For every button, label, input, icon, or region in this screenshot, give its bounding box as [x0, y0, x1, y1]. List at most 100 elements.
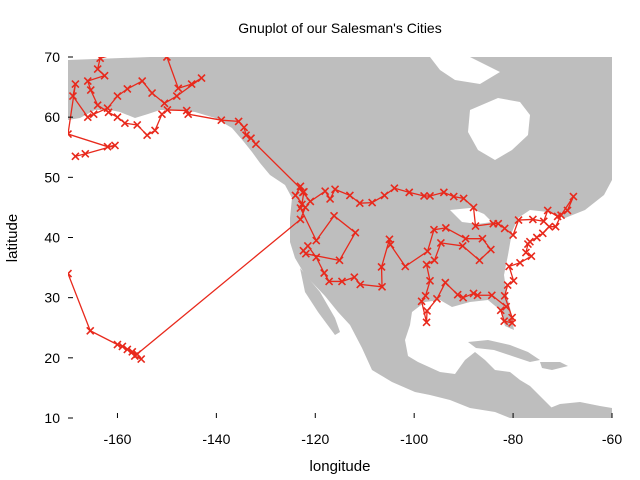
newfoundland-island	[580, 152, 612, 180]
city-point	[496, 306, 505, 315]
city-point	[297, 200, 306, 209]
city-point	[130, 46, 137, 53]
city-point	[469, 203, 478, 212]
city-point	[545, 222, 554, 231]
city-point	[486, 245, 495, 254]
city-point	[330, 185, 340, 194]
city-point	[528, 215, 537, 224]
city-point	[296, 215, 305, 224]
city-point	[187, 80, 196, 89]
city-point	[113, 92, 122, 101]
data-layer	[68, 46, 578, 364]
city-point	[441, 223, 450, 232]
city-point	[423, 247, 432, 256]
city-point	[475, 256, 484, 265]
city-point	[174, 84, 183, 93]
x-tick-label: -120	[301, 431, 329, 447]
city-point	[86, 86, 95, 95]
city-point	[500, 317, 509, 326]
city-point	[350, 273, 359, 282]
city-point	[103, 142, 112, 151]
city-point	[538, 229, 547, 238]
city-point	[487, 291, 496, 300]
city-point	[494, 219, 503, 228]
city-point	[71, 152, 80, 161]
city-point	[453, 290, 462, 299]
city-point	[306, 197, 315, 206]
city-point	[68, 129, 73, 139]
city-point	[390, 184, 399, 193]
city-point	[110, 141, 120, 150]
city-point	[157, 110, 167, 119]
x-tick-label: -140	[202, 431, 230, 447]
y-tick-label: 10	[44, 410, 60, 426]
city-point	[89, 110, 98, 119]
x-tick-label: -100	[400, 431, 428, 447]
city-point	[527, 252, 536, 261]
y-tick-label: 60	[44, 109, 60, 125]
city-point	[422, 260, 431, 269]
city-point	[301, 249, 310, 258]
x-tick-label: -60	[602, 431, 622, 447]
city-point	[148, 89, 157, 98]
city-point	[241, 131, 251, 140]
hispaniola-island	[540, 362, 568, 370]
city-point	[234, 117, 243, 126]
city-point	[509, 276, 518, 285]
city-point	[71, 80, 80, 89]
city-point	[417, 297, 426, 306]
city-point	[458, 241, 467, 250]
city-point	[83, 77, 92, 86]
city-point	[93, 101, 102, 110]
city-point	[329, 211, 339, 220]
city-point	[385, 235, 394, 244]
city-point	[432, 294, 441, 303]
y-axis-ticks: 10 20 30 40 50 60 70	[44, 49, 73, 426]
city-point	[103, 104, 112, 113]
city-point	[137, 354, 146, 364]
city-point	[422, 318, 431, 327]
city-point	[551, 222, 560, 231]
city-point	[100, 71, 109, 80]
city-point	[133, 120, 142, 130]
city-point	[335, 256, 344, 265]
city-point	[356, 280, 365, 289]
city-point	[420, 191, 429, 201]
y-tick-label: 40	[44, 230, 60, 246]
city-point	[509, 231, 518, 240]
city-point	[449, 192, 458, 201]
arctic-islands	[430, 57, 500, 84]
land-map	[68, 57, 612, 418]
city-point	[123, 345, 132, 354]
city-point	[569, 192, 578, 201]
y-tick-label: 30	[44, 290, 60, 306]
city-point	[160, 99, 169, 108]
city-point	[523, 240, 532, 249]
city-point	[312, 236, 321, 245]
city-point	[425, 276, 435, 285]
city-point	[503, 280, 512, 290]
city-point	[197, 73, 206, 83]
city-point	[441, 278, 450, 287]
y-axis-label: latitude	[4, 214, 21, 262]
city-point	[505, 262, 514, 271]
city-point	[182, 106, 191, 115]
city-point	[162, 57, 171, 62]
city-point	[138, 77, 147, 86]
city-point	[345, 191, 354, 200]
city-point	[113, 113, 122, 122]
city-point	[439, 188, 448, 197]
city-point	[355, 199, 364, 208]
route-line	[68, 57, 575, 360]
city-point	[421, 291, 430, 300]
x-axis-ticks: -160 -140 -120 -100 -80 -60	[103, 413, 622, 447]
city-point	[469, 289, 478, 298]
city-point	[86, 326, 95, 335]
city-point	[93, 64, 102, 74]
city-point	[436, 238, 445, 247]
city-point	[514, 215, 523, 225]
south-america-land	[536, 402, 612, 418]
city-point	[556, 211, 566, 220]
x-tick-label: -160	[103, 431, 131, 447]
city-point	[500, 224, 509, 233]
